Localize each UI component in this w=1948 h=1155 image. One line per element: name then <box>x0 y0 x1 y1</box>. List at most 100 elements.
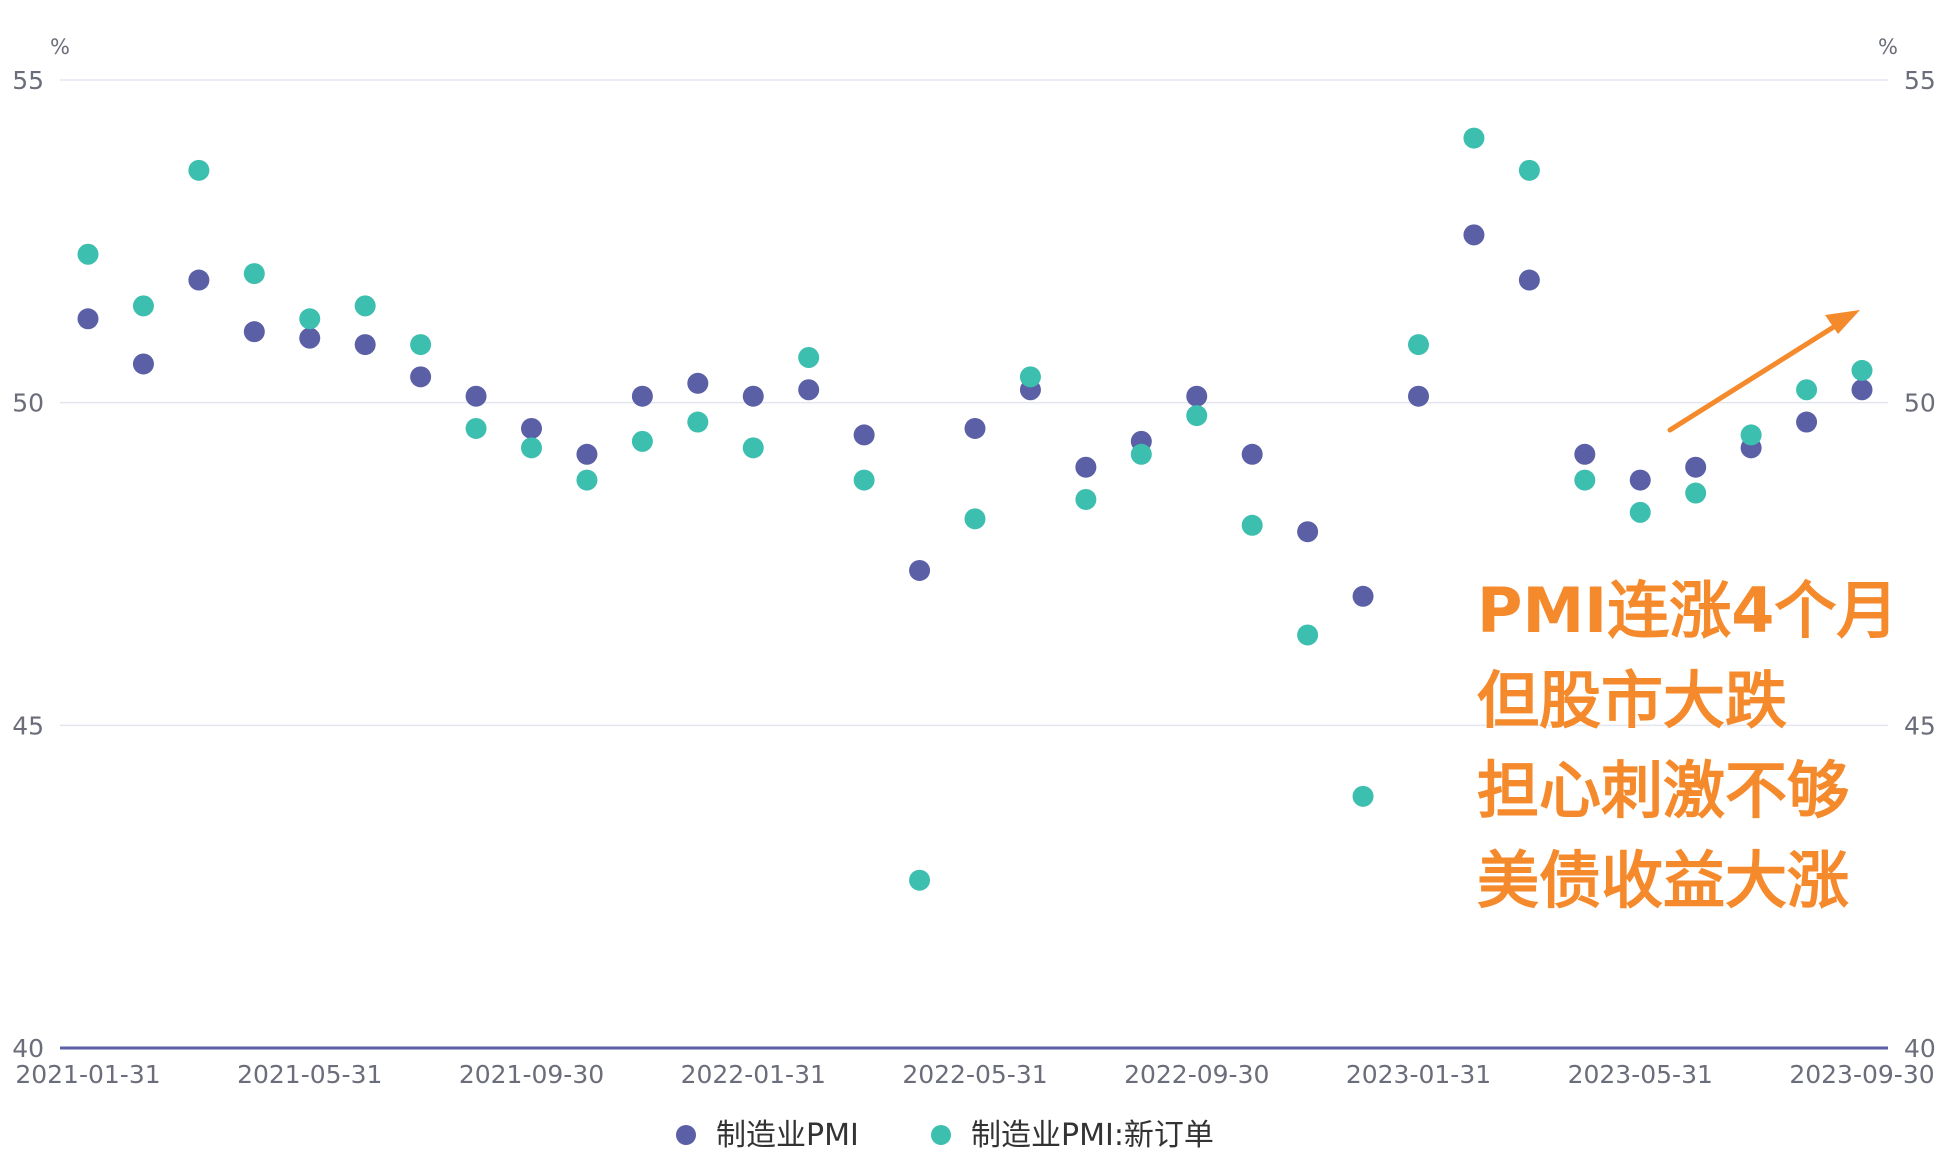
data-point <box>243 321 265 343</box>
data-point <box>1574 443 1596 465</box>
data-point <box>465 385 487 407</box>
axes: % % <box>50 35 1898 1050</box>
data-point <box>1186 385 1208 407</box>
data-point <box>909 869 931 891</box>
data-point <box>299 327 321 349</box>
data-point <box>1075 488 1097 510</box>
data-point <box>188 159 210 181</box>
annotation-line-3: 担心刺激不够 <box>1477 754 1849 827</box>
data-point <box>1740 424 1762 446</box>
data-point <box>964 417 986 439</box>
y-tick-right-40: 40 <box>1904 1034 1936 1063</box>
y-axis-left-unit: % <box>50 35 70 59</box>
data-point <box>465 417 487 439</box>
data-point <box>1352 585 1374 607</box>
y-tick-left-40: 40 <box>12 1034 44 1063</box>
data-point <box>742 385 764 407</box>
legend-marker-new-orders <box>931 1125 951 1145</box>
annotation-line-4: 美债收益大涨 <box>1477 844 1849 917</box>
y-tick-right-45: 45 <box>1904 711 1936 740</box>
annotation-arrow <box>1667 320 1843 433</box>
data-point <box>576 443 598 465</box>
annotation-arrow-head <box>1825 310 1860 334</box>
x-tick-2: 2021-09-30 <box>459 1060 604 1089</box>
y-tick-right-55: 55 <box>1904 66 1936 95</box>
data-point <box>1518 159 1540 181</box>
x-tick-0: 2021-01-31 <box>15 1060 160 1089</box>
y-tick-left-50: 50 <box>12 389 44 418</box>
x-tick-8: 2023-09-30 <box>1789 1060 1934 1089</box>
data-point <box>354 334 376 356</box>
data-point <box>1851 359 1873 381</box>
data-point <box>132 353 154 375</box>
x-tick-labels: 2021-01-31 2021-05-31 2021-09-30 2022-01-31… <box>15 1060 1934 1089</box>
data-point <box>132 295 154 317</box>
data-point <box>853 469 875 491</box>
data-series <box>77 127 1873 891</box>
data-point <box>1297 521 1319 543</box>
legend: 制造业PMI 制造业PMI:新订单 <box>676 1118 1214 1153</box>
data-point <box>1796 379 1818 401</box>
annotation-line-2: 但股市大跌 <box>1477 664 1787 737</box>
data-point <box>1463 224 1485 246</box>
x-tick-4: 2022-05-31 <box>902 1060 1047 1089</box>
data-point <box>1685 482 1707 504</box>
data-point <box>1629 469 1651 491</box>
data-point <box>354 295 376 317</box>
data-point <box>1186 405 1208 427</box>
data-point <box>687 372 709 394</box>
x-tick-1: 2021-05-31 <box>237 1060 382 1089</box>
data-point <box>77 308 99 330</box>
data-point <box>1352 785 1374 807</box>
data-point <box>798 346 820 368</box>
series-1 <box>77 127 1873 891</box>
data-point <box>798 379 820 401</box>
data-point <box>243 263 265 285</box>
data-point <box>1019 366 1041 388</box>
data-point <box>576 469 598 491</box>
data-point <box>964 508 986 530</box>
series-0 <box>77 224 1873 607</box>
x-tick-7: 2023-05-31 <box>1568 1060 1713 1089</box>
data-point <box>1297 624 1319 646</box>
data-point <box>687 411 709 433</box>
data-point <box>853 424 875 446</box>
y-tick-left-45: 45 <box>12 711 44 740</box>
data-point <box>521 437 542 459</box>
data-point <box>410 334 432 356</box>
data-point <box>1518 269 1540 291</box>
annotation: PMI连涨4个月 但股市大跌 担心刺激不够 美债收益大涨 <box>1477 310 1898 917</box>
y-tick-labels: 40 40 45 45 50 50 55 55 <box>12 66 1936 1063</box>
data-point <box>1796 411 1818 433</box>
data-point <box>1629 501 1651 523</box>
data-point <box>1574 469 1596 491</box>
x-tick-3: 2022-01-31 <box>681 1060 826 1089</box>
data-point <box>1241 514 1263 536</box>
data-point <box>1075 456 1097 478</box>
data-point <box>631 385 653 407</box>
x-tick-6: 2023-01-31 <box>1346 1060 1491 1089</box>
data-point <box>1408 385 1429 407</box>
data-point <box>1241 443 1263 465</box>
annotation-line-1: PMI连涨4个月 <box>1477 574 1898 647</box>
data-point <box>742 437 764 459</box>
y-tick-right-50: 50 <box>1904 389 1936 418</box>
legend-item-new-orders[interactable]: 制造业PMI:新订单 <box>931 1118 1214 1153</box>
data-point <box>299 308 321 330</box>
data-point <box>1130 443 1152 465</box>
data-point <box>410 366 432 388</box>
legend-label-pmi: 制造业PMI <box>716 1118 859 1153</box>
legend-item-pmi[interactable]: 制造业PMI <box>676 1118 859 1153</box>
legend-label-new-orders: 制造业PMI:新订单 <box>971 1118 1214 1153</box>
y-tick-left-55: 55 <box>12 66 44 95</box>
data-point <box>521 417 542 439</box>
x-tick-5: 2022-09-30 <box>1124 1060 1269 1089</box>
data-point <box>1408 334 1429 356</box>
data-point <box>1685 456 1707 478</box>
y-axis-right-unit: % <box>1878 35 1898 59</box>
legend-marker-pmi <box>676 1125 696 1145</box>
data-point <box>909 559 931 581</box>
data-point <box>188 269 210 291</box>
data-point <box>1463 127 1485 149</box>
